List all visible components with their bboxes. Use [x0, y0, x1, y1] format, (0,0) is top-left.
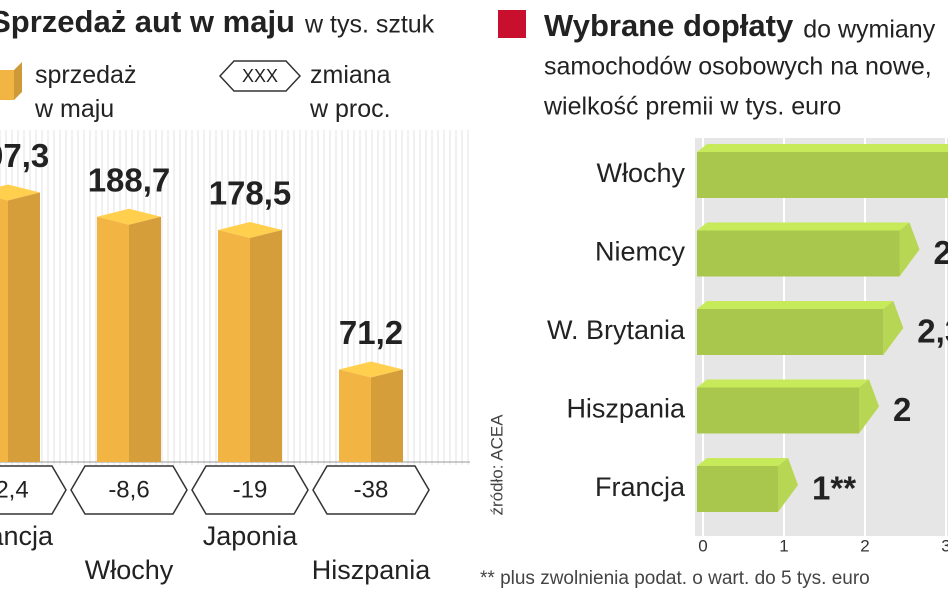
bar: [697, 230, 900, 277]
bar-top: [0, 184, 40, 201]
change-label: -8,6: [108, 476, 149, 503]
chart-subtitle: wielkość premii w tys. euro: [543, 93, 841, 121]
legend-swatch: [498, 10, 526, 38]
bar-top: [697, 144, 948, 152]
chart-subtitle: samochodów osobowych na nowe,: [544, 53, 932, 81]
legend-label: zmiana w proc.: [309, 61, 391, 123]
change-label: -38: [354, 476, 389, 503]
category-label: Włochy: [596, 158, 685, 188]
bar-top: [697, 222, 910, 231]
category-label: Hiszpania: [312, 555, 432, 585]
value-label: 2,5: [934, 234, 948, 271]
category-label: Japonia: [203, 521, 299, 551]
x-tick-label: 3: [941, 536, 948, 555]
value-label: 1**: [812, 470, 856, 507]
legend-label-line: zmiana: [310, 61, 391, 89]
bar-tip: [778, 458, 798, 512]
bar-tip: [859, 379, 879, 434]
bar: [697, 466, 778, 512]
value-label: 178,5: [209, 175, 292, 212]
bar-side: [371, 369, 403, 462]
category-label: Francja: [0, 521, 54, 551]
legend-swatch: [0, 70, 14, 100]
x-tick-label: 1: [779, 536, 788, 555]
x-tick-label: 2: [860, 536, 869, 555]
bar-tip: [883, 301, 904, 355]
change-label: -2,4: [0, 476, 29, 503]
value-label: 2: [893, 391, 911, 428]
legend-hexagon: [218, 60, 302, 92]
value-label: 2,3: [917, 313, 948, 350]
value-label: 188,7: [88, 161, 171, 198]
category-label: Hiszpania: [566, 394, 686, 424]
source: źródło: ACEA: [487, 414, 506, 516]
bar-tip: [899, 222, 920, 277]
footnote: ** plus zwolnienia podat. o wart. do 5 t…: [480, 568, 870, 589]
chart-subtitle: w tys. sztuk: [304, 11, 435, 39]
legend-hexagon-text: XXX: [242, 66, 278, 86]
category-label: Francja: [595, 472, 686, 502]
chart-subtitle: do wymiany: [803, 16, 935, 44]
category-label: Włochy: [85, 555, 174, 585]
legend-label-line: sprzedaż: [35, 61, 136, 89]
category-label: W. Brytania: [547, 315, 686, 345]
bar-top: [697, 301, 894, 309]
change-hexagon: [70, 465, 188, 515]
chart-title: Wybrane dopłaty: [544, 8, 794, 43]
bar: [697, 387, 859, 434]
bar-side: [129, 216, 161, 462]
legend-label-line: w maju: [34, 95, 114, 123]
bar-top: [697, 458, 788, 466]
legend-label-line: w proc.: [309, 95, 391, 123]
change-hexagon: [312, 465, 430, 515]
category-label: Niemcy: [595, 237, 686, 267]
bar: [97, 216, 129, 462]
legend-swatch-side: [14, 62, 22, 100]
legend-label: sprzedaż w maju: [34, 61, 136, 123]
bar-top: [697, 379, 869, 388]
bar-side: [8, 192, 40, 462]
chart-title: Sprzedaż aut w maju: [0, 4, 295, 39]
change-hexagon: [191, 465, 309, 515]
bar: [697, 309, 884, 355]
value-label: 71,2: [339, 314, 403, 351]
change-label: -19: [233, 476, 268, 503]
change-hexagon: [0, 465, 67, 515]
bar: [339, 369, 371, 462]
value-label: 207,3: [0, 137, 49, 174]
bar: [0, 198, 8, 462]
bar: [697, 152, 948, 198]
bar: [218, 229, 250, 462]
bar-side: [250, 229, 282, 462]
x-tick-label: 0: [698, 536, 707, 555]
